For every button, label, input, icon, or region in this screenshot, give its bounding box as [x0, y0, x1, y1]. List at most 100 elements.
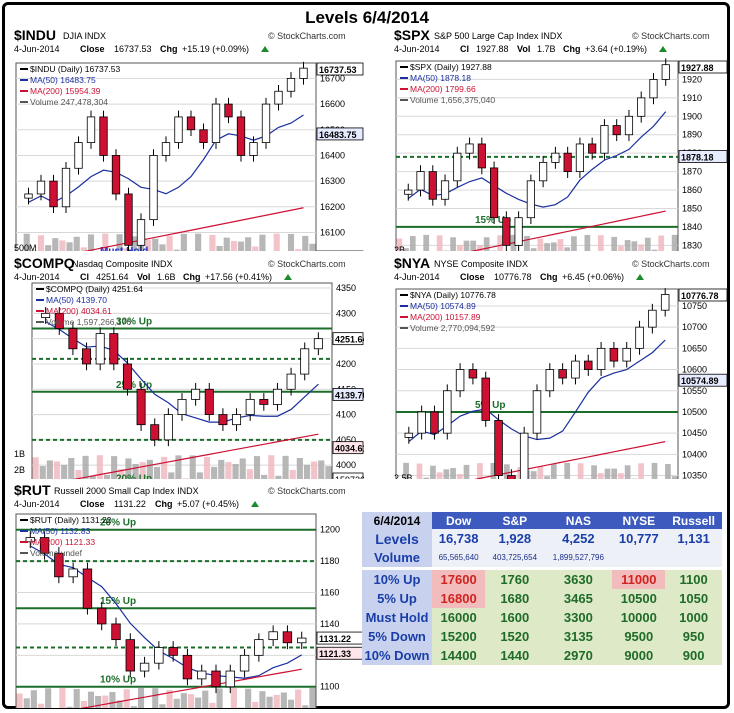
chart-date: 4-Jun-2014 — [14, 272, 60, 282]
candle-up — [539, 161, 548, 182]
volume-bar — [187, 694, 195, 708]
chart-symbol: $INDU — [14, 27, 56, 43]
ma-tag: 10574.89 — [681, 376, 719, 386]
volume-bar — [318, 460, 325, 479]
volume-bar — [82, 455, 89, 479]
volume-bar — [87, 234, 95, 251]
volume-bar — [203, 456, 211, 479]
level-label: Must Hold — [100, 246, 148, 251]
volume-bar — [564, 247, 571, 251]
candle-up — [443, 390, 452, 434]
y-tick-label: 1100 — [320, 682, 339, 692]
candle-up — [225, 670, 235, 688]
close-label: Close — [80, 499, 105, 509]
price-tag: 4251.64 — [335, 335, 364, 345]
legend-entry: $INDU (Daily) 16737.53 — [30, 64, 121, 74]
ma50-line — [28, 114, 304, 203]
volume-bar — [73, 236, 80, 251]
y-tick-label: 4350 — [336, 283, 356, 293]
y-tick-label: 4050 — [336, 435, 356, 445]
volume-bar — [116, 700, 123, 708]
level-cell: 2970 — [544, 646, 613, 665]
volume-bar — [287, 234, 295, 251]
table-row: 10% Up 17600 1760 3630 11000 1100 — [362, 570, 722, 589]
legend-entry: $RUT (Daily) 1131.22 — [30, 515, 112, 525]
chg-value: +3.64 (+0.19%) — [585, 44, 647, 54]
legend-entry: Volume 2,770,094,592 — [410, 323, 495, 333]
volume-bar — [245, 688, 252, 708]
candle-down — [502, 217, 511, 246]
chart-watermark: © StockCharts.com — [268, 31, 346, 41]
candle-down — [609, 347, 619, 362]
volume-bar — [166, 235, 173, 251]
volume-bar — [557, 239, 564, 251]
plot-area — [395, 288, 679, 479]
candle-down — [211, 670, 221, 688]
candle-up — [286, 373, 296, 390]
vol-value: 1.7B — [537, 44, 556, 54]
level-cell: 15200 — [432, 627, 486, 646]
legend-entry: MA(50) 1878.18 — [410, 73, 471, 83]
candle-up — [661, 64, 670, 80]
ma-tag-box — [332, 388, 364, 401]
ma200-line — [80, 668, 302, 708]
y-tick-label: 10350 — [682, 471, 707, 479]
volume-bar — [295, 249, 302, 251]
volume-bar — [618, 473, 624, 479]
candle-up — [526, 180, 535, 219]
price-tag: 1927.88 — [681, 63, 714, 73]
volume-bar — [180, 233, 187, 251]
volume-bar — [671, 476, 678, 479]
volume-bar — [32, 457, 39, 479]
volume-bar — [463, 464, 470, 479]
level-cell: 1050 — [665, 589, 722, 608]
candle-up — [453, 152, 462, 182]
volume-bar — [295, 689, 302, 708]
volume-bar — [209, 702, 216, 708]
volume-bar — [118, 469, 125, 479]
candle-up — [514, 217, 523, 246]
chart-exchange: S&P 500 Large Cap Index INDX — [434, 31, 562, 41]
legend-entry: Volume undef — [30, 548, 83, 558]
chart-date: 4-Jun-2014 — [394, 272, 440, 282]
candle-up — [649, 79, 658, 99]
level-cell: 1600 — [485, 608, 545, 627]
candle-down — [428, 171, 437, 200]
table-row: 10% Down 14400 1440 2970 9000 900 — [362, 646, 722, 665]
volume-bar — [564, 462, 571, 479]
y-tick-label: 10500 — [682, 407, 707, 417]
ma200-tag: 1121.33 — [319, 649, 351, 659]
column-header: Dow — [432, 512, 486, 529]
close-label: Cl — [80, 272, 89, 282]
volume-bar — [30, 690, 37, 708]
candle-down — [82, 568, 93, 609]
volume-bar — [159, 244, 166, 251]
volume-bar — [571, 236, 577, 251]
volume-bar — [245, 237, 252, 251]
level-label: 20% Up — [116, 473, 152, 479]
volume-bar — [75, 470, 82, 479]
level-cell: 1000 — [665, 608, 722, 627]
volume-bar — [651, 249, 658, 251]
volume-bar — [253, 456, 261, 479]
chg-up-arrow-icon — [261, 46, 269, 52]
volume-bar — [597, 473, 604, 479]
volume-tick-label: 2B — [394, 245, 405, 251]
plot-area — [15, 62, 317, 251]
volume-bar — [497, 235, 503, 251]
volume-bar — [59, 240, 66, 251]
volume-value: 403,725,654 — [492, 553, 538, 562]
volume-bar — [403, 248, 409, 251]
ma-tag: 16483.75 — [319, 130, 357, 140]
level-cell: 3465 — [544, 589, 613, 608]
volume-bar — [23, 698, 30, 708]
volume-bar — [311, 461, 318, 479]
volume-bar — [195, 233, 202, 251]
candle-up — [455, 369, 465, 392]
level-cell: 1520 — [485, 627, 545, 646]
chart-panel-spx: $SPX S&P 500 Large Cap Index INDX © StockC… — [392, 27, 728, 251]
volume-bar — [423, 477, 430, 479]
candle-up — [622, 347, 631, 362]
volume-bar — [139, 462, 146, 479]
volume-bar — [102, 695, 109, 708]
